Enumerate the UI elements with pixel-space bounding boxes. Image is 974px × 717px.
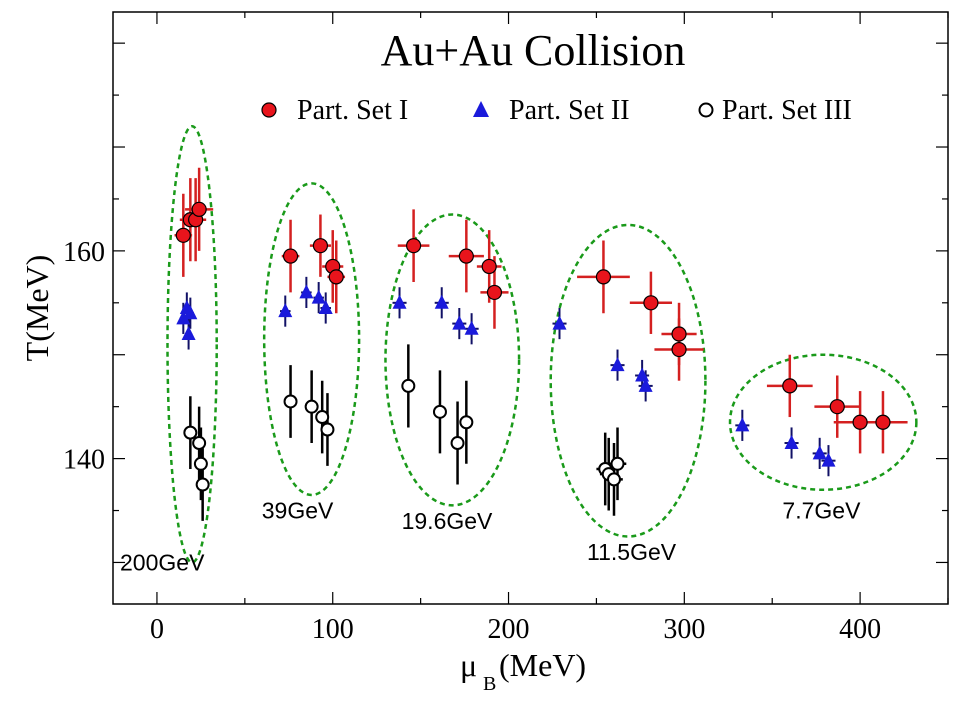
x-tick-label-300: 300 [663, 614, 705, 645]
energy-label-0: 200GeV [120, 549, 205, 575]
data-point-set-1-9 [458, 248, 474, 264]
data-point-set-3-8 [401, 378, 416, 393]
energy-group-ellipses [166, 124, 918, 564]
data-point-set-2-12 [552, 315, 567, 330]
plot-area-frame [112, 11, 949, 605]
energy-ellipse-3 [549, 223, 707, 538]
x-tick-label-200: 200 [488, 614, 530, 645]
data-point-set-1-4 [282, 248, 299, 264]
legend-item-set-3: Part. Set III [698, 95, 852, 126]
data-point-set-1-18 [852, 414, 868, 430]
data-point-set-1-5 [312, 238, 329, 254]
data-point-set-3-5 [304, 399, 319, 414]
y-tick-label-160: 160 [63, 237, 105, 268]
energy-ellipse-0 [166, 124, 218, 564]
x-axis-label-unit: (MeV) [499, 647, 586, 683]
data-point-set-2-19 [821, 452, 836, 467]
y-axis-label: T(MeV) [19, 255, 55, 362]
data-point-set-1-19 [875, 414, 891, 430]
data-point-set-1-13 [643, 295, 659, 311]
data-point-set-3-6 [315, 410, 330, 425]
x-tick-label-0: 0 [150, 614, 164, 645]
axis-ticks: 0 100 200 300 400 140 160 [63, 12, 949, 645]
data-point-set-1-7 [328, 269, 344, 285]
data-point-set-1-3 [191, 201, 207, 217]
data-point-set-1-10 [481, 258, 497, 275]
data-point-set-2-13 [610, 357, 625, 372]
data-point-set-2-5 [299, 284, 314, 299]
data-point-set-3-15 [610, 456, 625, 471]
data-point-set-1-16 [782, 378, 798, 394]
data-point-set-3-4 [283, 394, 298, 409]
data-points [175, 201, 891, 492]
energy-label-4: 7.7GeV [782, 498, 861, 524]
legend-label-set-1: Part. Set I [297, 95, 408, 126]
data-point-set-2-0 [176, 310, 191, 325]
data-point-set-2-3 [181, 325, 196, 340]
legend-item-set-1: Part. Set I [261, 95, 408, 126]
data-point-set-1-11 [486, 284, 503, 301]
data-point-set-3-0 [183, 425, 198, 440]
legend-item-set-2: Part. Set II [473, 95, 630, 126]
energy-annotations: 200GeV 39GeV 19.6GeV 11.5GeV 7.7GeV [120, 498, 861, 576]
energy-label-1: 39GeV [262, 498, 334, 524]
data-point-set-3-7 [320, 422, 335, 437]
data-point-set-2-4 [278, 303, 293, 318]
data-point-set-3-1 [192, 436, 207, 451]
data-point-set-2-9 [434, 294, 449, 309]
energy-ellipse-1 [262, 182, 361, 497]
data-point-set-1-14 [671, 326, 687, 342]
data-point-set-1-12 [595, 269, 612, 285]
data-point-set-3-3 [195, 477, 210, 492]
x-axis-label-subscript: B [483, 673, 496, 695]
energy-ellipse-2 [384, 213, 521, 507]
data-point-set-1-0 [175, 227, 191, 243]
data-point-set-1-15 [671, 341, 687, 358]
y-tick-label-140: 140 [63, 445, 105, 476]
energy-label-3: 11.5GeV [587, 539, 677, 565]
data-point-set-3-10 [450, 436, 465, 451]
x-axis-label: μ B (MeV) [460, 647, 586, 695]
x-axis-label-mu: μ [460, 647, 477, 683]
data-point-set-2-15 [638, 377, 653, 392]
data-point-set-2-18 [812, 445, 827, 460]
data-point-set-3-2 [193, 456, 208, 471]
data-point-set-1-8 [406, 238, 422, 254]
legend-marker-set-2 [473, 101, 489, 117]
energy-ellipse-4 [728, 353, 918, 492]
data-point-set-1-17 [829, 399, 845, 415]
data-point-set-2-16 [735, 417, 750, 432]
data-point-set-3-9 [432, 404, 447, 419]
legend-label-set-3: Part. Set III [722, 95, 852, 126]
x-tick-label-400: 400 [839, 614, 881, 645]
data-point-set-2-2 [183, 305, 198, 320]
data-point-set-3-14 [607, 472, 621, 487]
data-point-set-2-17 [784, 435, 799, 450]
energy-label-2: 19.6GeV [402, 508, 493, 534]
data-point-set-2-11 [464, 320, 479, 335]
x-tick-label-100: 100 [312, 614, 354, 645]
data-point-set-3-11 [459, 415, 474, 430]
legend-label-set-2: Part. Set II [509, 95, 630, 126]
legend: Part. Set I Part. Set II Part. Set III [261, 95, 852, 126]
chart-title: Au+Au Collision [381, 26, 686, 75]
legend-marker-set-1 [261, 102, 277, 118]
data-point-set-2-6 [311, 289, 326, 304]
data-point-set-2-8 [392, 294, 407, 309]
data-point-set-2-7 [318, 300, 333, 314]
data-point-set-2-10 [452, 315, 467, 330]
legend-marker-set-3 [698, 102, 714, 118]
